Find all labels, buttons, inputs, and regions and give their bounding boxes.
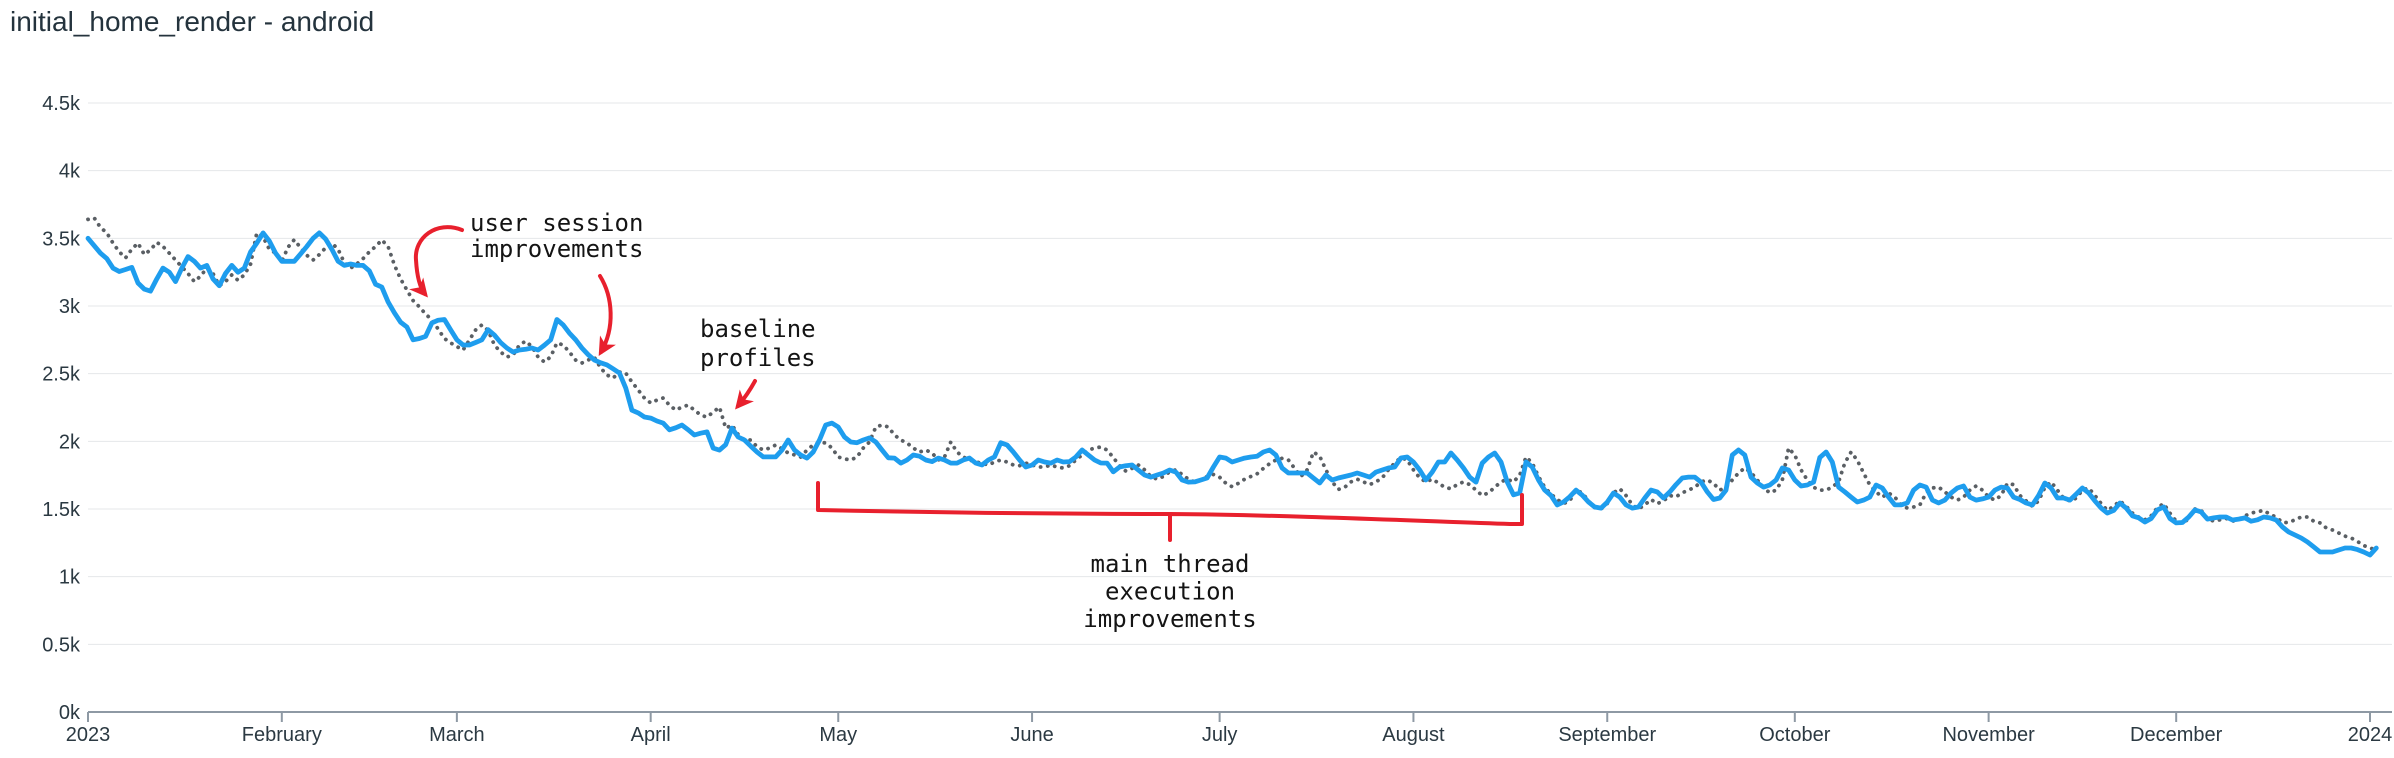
gridlines bbox=[88, 102, 2392, 645]
x-tick-label: December bbox=[2130, 724, 2223, 746]
y-tick-label: 1k bbox=[59, 567, 81, 589]
annotation-text-baseline-profiles: baseline bbox=[700, 315, 816, 343]
page-title: initial_home_render - android bbox=[10, 6, 375, 37]
y-axis-labels: 0k 0.5k 1k 1.5k 2k 2.5k 3k 3.5k 4k 4.5k bbox=[42, 93, 81, 724]
y-tick-label: 3.5k bbox=[42, 228, 81, 250]
baseline-profiles-arrow bbox=[735, 379, 757, 410]
annotation-text-main-thread: execution bbox=[1105, 578, 1235, 606]
user-session-arrow-left bbox=[409, 225, 464, 298]
annotation-labels: user sessionimprovementsbaselineprofiles… bbox=[470, 209, 1257, 633]
x-axis bbox=[87, 711, 2392, 722]
x-tick-label: October bbox=[1759, 724, 1830, 746]
x-tick-label: November bbox=[1942, 724, 2035, 746]
y-tick-label: 2k bbox=[59, 431, 81, 453]
annotation-arrows bbox=[409, 225, 1524, 542]
user-session-arrow-right bbox=[598, 274, 616, 356]
series-dotted-gray-line bbox=[86, 216, 2379, 552]
x-tick-label: September bbox=[1558, 724, 1656, 746]
y-tick-label: 1.5k bbox=[42, 499, 81, 521]
y-tick-label: 3k bbox=[59, 296, 81, 318]
y-tick-label: 0k bbox=[59, 702, 81, 724]
x-tick-label: February bbox=[242, 724, 322, 746]
x-tick-label: August bbox=[1382, 724, 1445, 746]
x-tick-label: 2023 bbox=[66, 724, 111, 746]
x-axis-labels: 2023 February March April May June July August S… bbox=[66, 724, 2393, 746]
x-tick-label: June bbox=[1010, 724, 1053, 746]
annotation-text-user-session: user session bbox=[470, 209, 643, 237]
annotation-text-main-thread: main thread bbox=[1091, 550, 1250, 578]
y-tick-label: 4k bbox=[59, 161, 81, 183]
annotation-text-user-session: improvements bbox=[470, 235, 643, 263]
main-thread-bracket bbox=[816, 481, 1524, 542]
x-tick-label: July bbox=[1202, 724, 1238, 746]
y-tick-label: 2.5k bbox=[42, 364, 81, 386]
x-tick-label: March bbox=[429, 724, 485, 746]
y-tick-label: 4.5k bbox=[42, 93, 81, 115]
x-tick-label: April bbox=[631, 724, 671, 746]
series-solid-blue-line bbox=[85, 230, 2379, 558]
x-tick-label: 2024 bbox=[2348, 724, 2393, 746]
x-tick-label: May bbox=[819, 724, 857, 746]
annotation-text-baseline-profiles: profiles bbox=[700, 344, 816, 372]
y-tick-label: 0.5k bbox=[42, 634, 81, 656]
annotation-text-main-thread: improvements bbox=[1083, 605, 1256, 633]
